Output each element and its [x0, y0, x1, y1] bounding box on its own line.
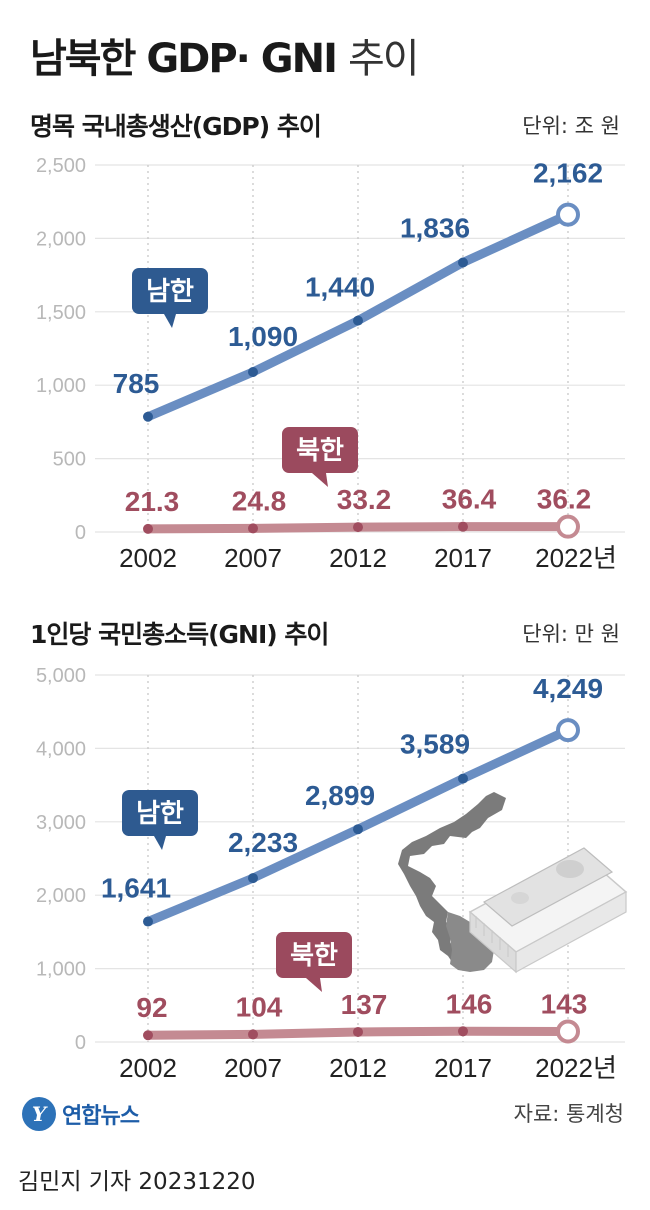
series-end-point	[556, 1019, 580, 1044]
plot-area: 0 1,000 2,000 3,000 4,000 5,000 2002 2007 2012 20…	[36, 665, 625, 1083]
data-label: 1,090	[228, 321, 298, 352]
series-point	[248, 523, 258, 534]
data-label: 2,899	[305, 780, 375, 811]
series-point	[353, 522, 363, 533]
y-tick-label: 4,000	[36, 738, 86, 760]
series-end-point	[556, 718, 580, 743]
data-label: 3,589	[400, 729, 470, 760]
data-label: 785	[113, 368, 160, 399]
data-label: 33.2	[337, 484, 392, 515]
data-label: 24.8	[232, 485, 287, 516]
x-tick-label: 2022년	[535, 543, 617, 573]
y-tick-label: 1,000	[36, 375, 86, 397]
y-tick-label: 2,000	[36, 228, 86, 250]
yonhap-logo: Y 연합뉴스	[22, 1097, 140, 1131]
data-label: 137	[341, 989, 388, 1020]
x-tick-label: 2012	[329, 543, 387, 573]
series-tag-south: 남한	[122, 790, 198, 850]
x-tick-label: 2002	[119, 543, 177, 573]
plot-area: 0 500 1,000 1,500 2,000 2,500 2002 2007 2012 2017…	[36, 155, 625, 573]
data-label: 1,836	[400, 212, 470, 243]
page-title: 남북한 GDP· GNI 추이	[30, 36, 420, 82]
series-end-point	[556, 514, 580, 539]
data-label: 2,162	[533, 158, 603, 189]
data-label: 143	[541, 989, 588, 1020]
yonhap-logo-text: 연합뉴스	[62, 1104, 140, 1129]
reporter-credit: 김민지 기자 20231220	[18, 1169, 256, 1195]
series-point	[248, 1029, 258, 1040]
tag-label: 남한	[136, 799, 184, 829]
y-tick-label: 5,000	[36, 665, 86, 687]
tag-label: 북한	[296, 436, 344, 466]
y-tick-label: 1,500	[36, 302, 86, 324]
x-tick-label: 2002	[119, 1053, 177, 1083]
gdp-unit: 단위: 조 원	[522, 114, 620, 138]
series-point	[458, 1026, 468, 1037]
y-tick-label: 0	[75, 522, 86, 544]
x-tick-label: 2022년	[535, 1053, 617, 1083]
series-tag-north: 북한	[282, 427, 358, 487]
data-label: 21.3	[125, 486, 180, 517]
tag-box	[122, 790, 198, 836]
source-note: 자료: 통계청	[513, 1102, 624, 1126]
tag-box	[276, 932, 352, 978]
series-point	[353, 1026, 363, 1037]
x-tick-label: 2017	[434, 543, 492, 573]
series-point	[353, 315, 363, 326]
y-tick-label: 1,000	[36, 959, 86, 981]
tag-box	[282, 427, 358, 473]
series-point	[353, 824, 363, 835]
series-end-point	[556, 202, 580, 227]
series-point	[458, 257, 468, 268]
y-tick-label: 2,000	[36, 885, 86, 907]
tag-pointer	[306, 978, 322, 992]
x-tick-label: 2007	[224, 1053, 282, 1083]
tag-label: 북한	[290, 941, 338, 971]
tag-label: 남한	[146, 277, 194, 307]
gdp-chart: 0 500 1,000 1,500 2,000 2,500 2002 2007 2012 2017…	[36, 155, 625, 573]
gni-chart: 0 1,000 2,000 3,000 4,000 5,000 2002 2007 2012 20…	[36, 665, 628, 1083]
series-point	[143, 916, 153, 927]
tag-box	[132, 268, 208, 314]
series-point	[458, 521, 468, 532]
series-point	[143, 1030, 153, 1041]
y-tick-label: 0	[75, 1032, 86, 1054]
data-label: 4,249	[533, 673, 603, 704]
x-tick-label: 2007	[224, 543, 282, 573]
data-label: 92	[136, 992, 167, 1023]
series-point	[143, 523, 153, 534]
series-point	[143, 411, 153, 422]
data-label: 1,440	[305, 272, 375, 303]
yonhap-logo-icon: Y	[22, 1097, 56, 1131]
data-label: 1,641	[101, 873, 171, 904]
korea-map-illustration	[398, 792, 506, 972]
tag-pointer	[154, 836, 166, 850]
money-stack-illustration	[468, 847, 628, 974]
gni-chart-title: 1인당 국민총소득(GNI) 추이	[30, 620, 329, 649]
tag-pointer	[312, 473, 328, 487]
x-tick-label: 2012	[329, 1053, 387, 1083]
gni-unit: 단위: 만 원	[522, 622, 620, 646]
series-point	[458, 773, 468, 784]
data-label: 104	[236, 991, 283, 1022]
y-tick-label: 2,500	[36, 155, 86, 177]
y-tick-label: 500	[53, 449, 86, 471]
data-label: 36.2	[537, 484, 592, 515]
gdp-chart-title: 명목 국내총생산(GDP) 추이	[30, 112, 322, 141]
y-tick-label: 3,000	[36, 812, 86, 834]
data-label: 146	[446, 988, 493, 1019]
series-point	[248, 873, 258, 884]
page-title-suffix: 추이	[347, 36, 420, 82]
tag-pointer	[164, 314, 176, 328]
series-tag-south: 남한	[132, 268, 208, 328]
series-point	[248, 366, 258, 377]
data-label: 2,233	[228, 827, 298, 858]
x-tick-label: 2017	[434, 1053, 492, 1083]
data-label: 36.4	[442, 484, 497, 515]
series-tag-north: 북한	[276, 932, 352, 992]
